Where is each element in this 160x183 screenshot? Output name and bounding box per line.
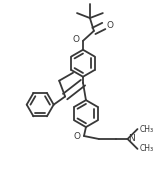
Text: N: N [129,135,135,143]
Text: O: O [74,132,81,141]
Text: CH₃: CH₃ [140,144,154,153]
Text: CH₃: CH₃ [140,125,154,134]
Text: O: O [107,21,114,31]
Text: O: O [73,35,80,44]
